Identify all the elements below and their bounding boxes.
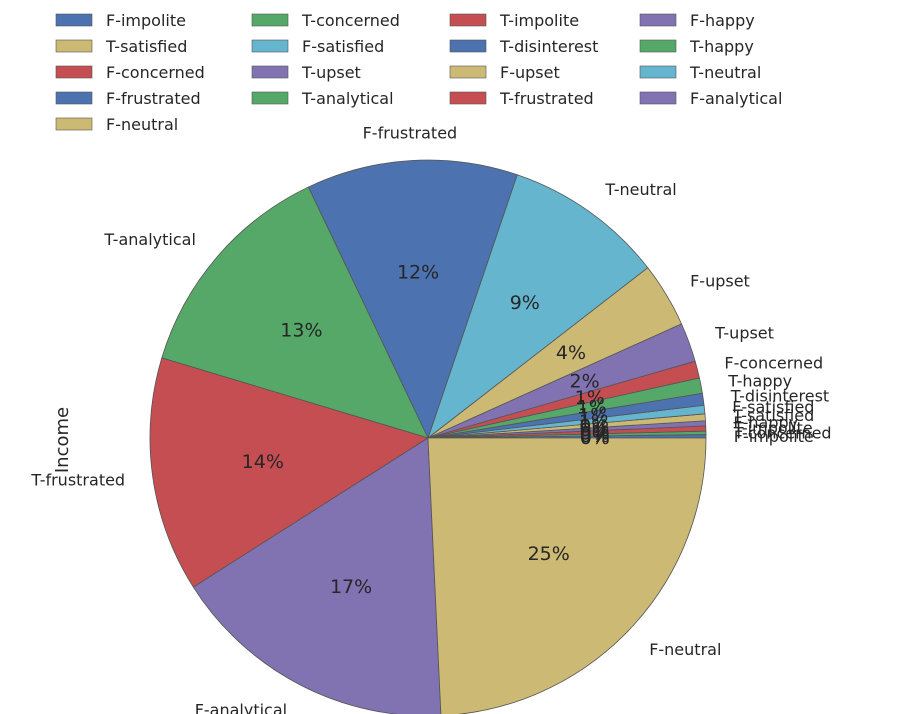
legend-swatch [251, 65, 289, 79]
legend-label: F-upset [500, 63, 560, 82]
slice-percent-label: 25% [528, 543, 570, 565]
legend-swatch [251, 39, 289, 53]
legend-swatch [55, 65, 93, 79]
slice-label: T-happy [727, 371, 792, 390]
legend-label: F-analytical [690, 89, 782, 108]
slice-label: F-upset [690, 272, 750, 291]
slice-label: F-analytical [195, 700, 287, 714]
legend-swatch [449, 65, 487, 79]
pie-slice-f-frustrated [307, 159, 518, 439]
legend-swatch [449, 39, 487, 53]
pie-slice-f-neutral [427, 437, 707, 714]
legend-label: T-concerned [301, 11, 400, 30]
slice-label: T-upset [714, 324, 774, 343]
pie-slice-t-analytical [161, 186, 429, 439]
slice-percent-label: 1% [579, 411, 609, 433]
slice-percent-label: 0% [580, 422, 610, 444]
slice-label: F-frustrated [363, 124, 458, 143]
slice-label: T-analytical [103, 230, 196, 249]
slice-label: F-impolite [734, 427, 814, 446]
slice-label: T-neutral [604, 180, 676, 199]
slice-label: F-happy [733, 413, 798, 432]
slice-percent-label: 0% [579, 416, 609, 438]
legend-label: F-satisfied [302, 37, 384, 56]
legend-swatch [639, 39, 677, 53]
slice-percent-label: 0% [580, 427, 610, 449]
slice-percent-label: 12% [397, 262, 439, 284]
slice-percent-label: 14% [242, 451, 284, 473]
legend-label: F-frustrated [106, 89, 201, 108]
slice-percent-label: 13% [280, 319, 322, 341]
legend-swatch [639, 13, 677, 27]
pie-slice-t-neutral [427, 174, 649, 439]
legend-label: T-satisfied [105, 37, 187, 56]
legend-label: T-happy [689, 37, 754, 56]
slice-label: T-concerned [733, 423, 832, 442]
legend-label: F-impolite [106, 11, 186, 30]
slice-label: T-frustrated [30, 471, 125, 490]
legend-swatch [55, 117, 93, 131]
slice-percent-label: 2% [570, 371, 600, 393]
slice-percent-label: 0% [580, 425, 610, 447]
legend-swatch [449, 13, 487, 27]
slice-percent-label: 1% [577, 397, 607, 419]
slice-percent-label: 9% [510, 292, 540, 314]
slice-percent-label: 1% [575, 387, 605, 409]
legend-swatch [55, 91, 93, 105]
slice-percent-label: 4% [556, 342, 586, 364]
legend: F-impolite T-concerned T-impolite F-happy T-… [55, 11, 782, 134]
legend-swatch [251, 91, 289, 105]
slice-labels: F-impoliteT-concernedT-impoliteF-happyT-… [30, 124, 831, 714]
slice-percent-label: 0% [580, 419, 610, 441]
slice-label: F-neutral [649, 640, 721, 659]
legend-label: F-happy [690, 11, 755, 30]
pie-slice-f-analytical [192, 437, 442, 714]
legend-label: T-neutral [689, 63, 761, 82]
pie-slice-t-frustrated [149, 357, 429, 588]
slice-label: T-satisfied [732, 406, 814, 425]
legend-swatch [449, 91, 487, 105]
legend-swatch [639, 91, 677, 105]
legend-label: F-neutral [106, 115, 178, 134]
percent-labels: 0%0%0%0%0%1%1%1%1%2%4%9%12%13%14%17%25% [242, 262, 610, 599]
legend-label: F-concerned [106, 63, 205, 82]
legend-label: T-disinterest [499, 37, 598, 56]
legend-swatch [55, 13, 93, 27]
slice-label: F-satisfied [732, 398, 814, 417]
legend-label: T-upset [301, 63, 361, 82]
slice-label: F-concerned [724, 354, 823, 373]
legend-label: T-impolite [499, 11, 579, 30]
slice-percent-label: 17% [330, 576, 372, 598]
legend-swatch [55, 39, 93, 53]
legend-swatch [639, 65, 677, 79]
y-axis-label: Income [52, 407, 73, 473]
slice-label: T-disinterest [730, 386, 829, 405]
legend-swatch [251, 13, 289, 27]
legend-label: T-analytical [301, 89, 394, 108]
legend-label: T-frustrated [499, 89, 594, 108]
pie-slices [149, 159, 707, 714]
slice-label: T-impolite [733, 419, 813, 438]
slice-percent-label: 1% [578, 405, 608, 427]
